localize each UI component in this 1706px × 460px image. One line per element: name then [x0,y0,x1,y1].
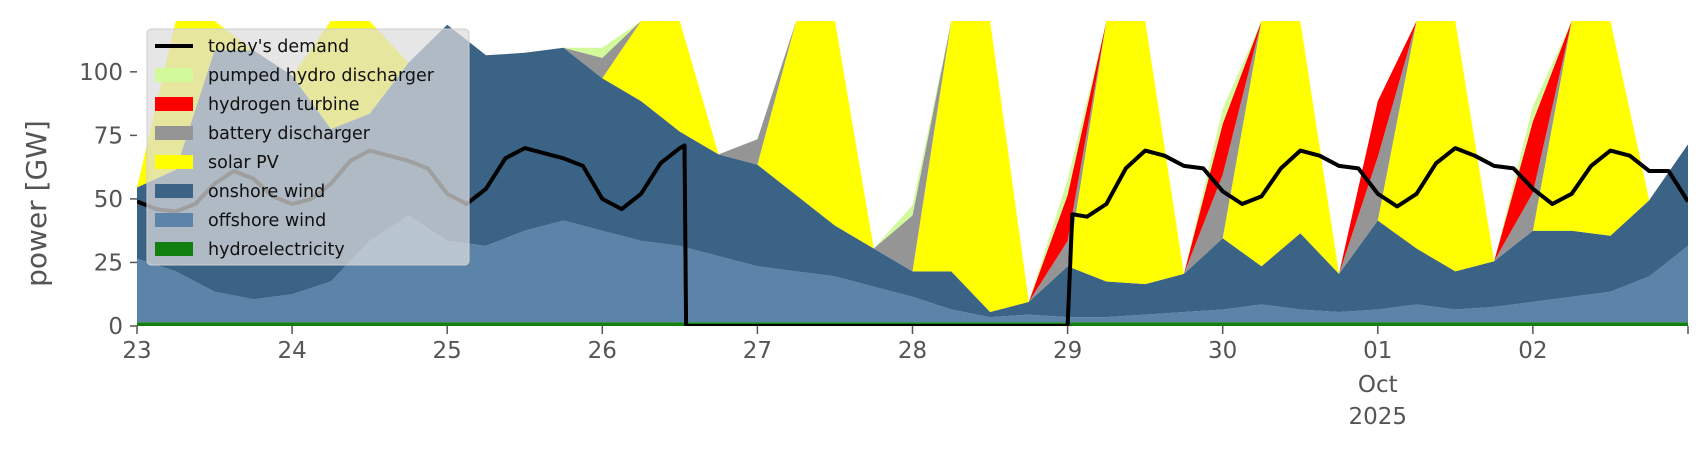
legend-label-onshore-wind: onshore wind [208,182,325,202]
x-month-label: Oct [1358,372,1398,398]
x-tick-label: 26 [588,338,617,364]
legend-box [146,28,470,266]
x-tick-label: 24 [277,338,306,364]
legend-label-battery-discharger: battery discharger [208,124,371,144]
x-year-label: 2025 [1349,404,1408,430]
area-battery-discharger [137,21,1688,302]
legend-label-hydrogen-turbine: hydrogen turbine [208,95,360,115]
legend-label-hydroelectricity: hydroelectricity [208,240,345,260]
axes: 0 25 50 75 100 23 24 25 26 27 28 29 30 01 02 Oct 2025 [79,60,1689,430]
legend-swatch-onshore-wind [155,184,193,198]
y-tick-label: 50 [94,187,123,213]
legend-swatch-hydroelectricity [155,242,193,256]
legend-label-today-s-demand: today's demand [208,37,349,57]
x-tick-label: 01 [1363,338,1392,364]
x-tick-label: 30 [1208,338,1237,364]
legend-swatch-solar-pv [155,155,193,169]
x-tick-label: 25 [433,338,462,364]
legend-label-offshore-wind: offshore wind [208,211,326,231]
legend-label-pumped-hydro-discharger: pumped hydro discharger [208,66,435,86]
legend-swatch-pumped-hydro-discharger [155,68,193,82]
legend-label-solar-pv: solar PV [208,153,279,173]
x-tick-label: 23 [122,338,151,364]
stacked-area-layers [137,21,1688,326]
x-tick-label: 02 [1518,338,1547,364]
y-tick-label: 0 [108,314,123,340]
y-tick-label: 25 [94,250,123,276]
legend-swatch-battery-discharger [155,126,193,140]
y-tick-label: 100 [79,60,123,86]
x-tick-label: 27 [743,338,772,364]
legend-swatch-offshore-wind [155,213,193,227]
area-solar-pv [137,21,1688,312]
x-tick-label: 29 [1053,338,1082,364]
y-tick-label: 75 [94,123,123,149]
area-onshore-wind [137,24,1688,318]
legend: today's demand pumped hydro discharger hyd… [146,28,470,266]
legend-swatch-hydrogen-turbine [155,97,193,111]
area-offshore-wind [137,215,1688,323]
x-tick-label: 28 [898,338,927,364]
y-axis-label: power [GW] [20,120,53,287]
